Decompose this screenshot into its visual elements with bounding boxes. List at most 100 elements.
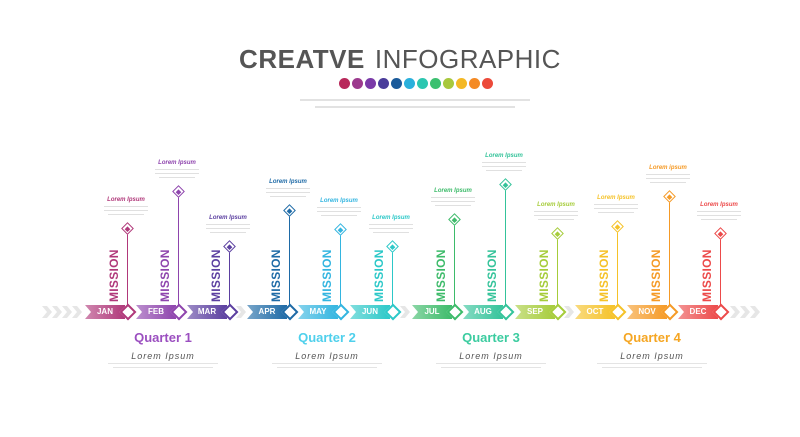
month-segment-apr: APR [247,305,287,319]
timeline-stem [505,185,506,305]
diamond-marker-icon [714,227,727,240]
placeholder-text-line [597,363,707,364]
placeholder-text-line [697,215,741,216]
placeholder-text-line [598,212,634,213]
placeholder-text-line [534,215,578,216]
placeholder-text-line [697,211,741,212]
mission-label: MISSION [537,249,551,302]
placeholder-text-line [431,201,475,202]
placeholder-text-line [482,162,526,163]
color-dot [352,78,363,89]
color-dot [469,78,480,89]
month-segment-sep: SEP [515,305,555,319]
diamond-marker-icon [283,204,296,217]
milestone-title: Lorem Ipsum [700,202,738,208]
placeholder-text-line [317,211,361,212]
placeholder-text-line [701,219,737,220]
timeline-stem [340,230,341,305]
placeholder-text-line [210,232,246,233]
month-segment-nov: NOV [627,305,667,319]
placeholder-text-line [104,206,148,207]
diamond-marker-icon [172,185,185,198]
quarter-title: Quarter 3 [462,330,520,345]
month-segment-jun: JUN [350,305,390,319]
placeholder-text-line [594,204,638,205]
month-segment-oct: OCT [575,305,615,319]
chevron-icon [730,306,740,318]
chevron-icon [42,306,52,318]
diamond-marker-icon [448,213,461,226]
month-segment-jul: JUL [412,305,452,319]
chevron-icon [564,306,574,318]
timeline-stem [669,197,670,305]
diamond-marker-icon [121,222,134,235]
diamond-marker-icon [334,223,347,236]
color-dot [378,78,389,89]
milestone-title: Lorem Ipsum [434,188,472,194]
milestone-title: Lorem Ipsum [537,202,575,208]
month-segment-may: MAY [298,305,338,319]
mission-label: MISSION [269,249,283,302]
milestone-title: Lorem Ipsum [597,195,635,201]
timeline-stem [392,247,393,305]
quarter-title: Quarter 2 [298,330,356,345]
chevron-icon [400,306,410,318]
milestone-title: Lorem Ipsum [209,215,247,221]
mission-label: MISSION [485,249,499,302]
subtitle-placeholder-line [315,106,515,108]
milestone-title: Lorem Ipsum [485,153,523,159]
placeholder-text-line [646,174,690,175]
placeholder-text-line [486,170,522,171]
placeholder-text-line [435,205,471,206]
color-dot [417,78,428,89]
milestone-title: Lorem Ipsum [320,198,358,204]
placeholder-text-line [317,207,361,208]
mission-label: MISSION [158,249,172,302]
placeholder-text-line [159,177,195,178]
chevron-icon [750,306,760,318]
chevron-icon [72,306,82,318]
placeholder-text-line [373,232,409,233]
placeholder-text-line [441,367,541,368]
placeholder-text-line [594,208,638,209]
diamond-marker-icon [551,227,564,240]
mission-label: MISSION [372,249,386,302]
mission-label: MISSION [320,249,334,302]
placeholder-text-line [436,363,546,364]
chevron-icon [740,306,750,318]
placeholder-text-line [266,192,310,193]
mission-label: MISSION [649,249,663,302]
placeholder-text-line [206,224,250,225]
diamond-marker-icon [499,178,512,191]
quarter-subtitle: Lorem Ipsum [620,351,684,361]
diamond-marker-icon [663,190,676,203]
milestone-title: Lorem Ipsum [372,215,410,221]
placeholder-text-line [108,363,218,364]
timeline-stem [127,229,128,305]
color-dot [404,78,415,89]
placeholder-text-line [369,228,413,229]
color-dot [456,78,467,89]
timeline-stem [454,220,455,305]
placeholder-text-line [155,169,199,170]
timeline-stem [557,234,558,305]
milestone-title: Lorem Ipsum [107,197,145,203]
timeline-stem [289,211,290,305]
placeholder-text-line [108,214,144,215]
mission-label: MISSION [434,249,448,302]
color-dot [430,78,441,89]
color-dot [339,78,350,89]
timeline-stem [178,192,179,305]
diamond-marker-icon [386,240,399,253]
placeholder-text-line [270,196,306,197]
placeholder-text-line [113,367,213,368]
color-dots [339,78,493,89]
quarter-title: Quarter 4 [623,330,681,345]
timeline-stem [617,227,618,305]
placeholder-text-line [206,228,250,229]
milestone-title: Lorem Ipsum [269,179,307,185]
placeholder-text-line [602,367,702,368]
quarter-subtitle: Lorem Ipsum [459,351,523,361]
milestone-title: Lorem ipsum [649,165,687,171]
month-segment-dec: DEC [678,305,718,319]
